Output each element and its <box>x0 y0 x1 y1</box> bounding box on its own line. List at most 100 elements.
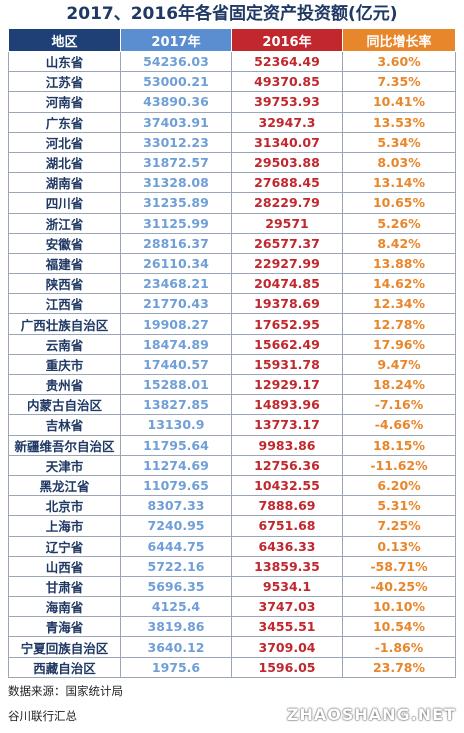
cell-growth: 13.14% <box>342 172 456 194</box>
cell-2016: 12756.36 <box>231 454 343 476</box>
cell-2016: 10432.55 <box>231 474 343 497</box>
cell-region: 黑龙江省 <box>8 474 121 497</box>
table-row: 宁夏回族自治区 3640.12 3709.04 -1.86% <box>8 636 456 658</box>
cell-2016: 15662.49 <box>231 333 343 355</box>
table-row: 重庆市 17440.57 15931.78 9.47% <box>8 353 456 376</box>
cell-region: 陕西省 <box>8 273 121 295</box>
table-row: 上海市 7240.95 6751.68 7.25% <box>8 515 456 537</box>
table-row: 广西壮族自治区 19908.27 17652.95 12.78% <box>8 313 456 335</box>
header-growth: 同比增长率 <box>342 28 456 52</box>
cell-growth: -11.62% <box>342 454 456 476</box>
cell-2016: 27688.45 <box>231 172 343 194</box>
cell-2016: 12929.17 <box>231 373 343 396</box>
table-row: 福建省 26110.34 22927.99 13.88% <box>8 252 456 275</box>
cell-2017: 8307.33 <box>120 495 232 517</box>
header-row: 地区 2017年 2016年 同比增长率 <box>8 28 456 52</box>
cell-2016: 9534.1 <box>231 575 343 598</box>
cell-2017: 18474.89 <box>120 333 232 355</box>
cell-2016: 19378.69 <box>231 293 343 315</box>
cell-growth: -7.16% <box>342 394 456 416</box>
cell-growth: 14.62% <box>342 273 456 295</box>
table-row: 山西省 5722.16 13859.35 -58.71% <box>8 555 456 577</box>
cell-2016: 52364.49 <box>231 50 343 73</box>
cell-region: 西藏自治区 <box>8 656 121 678</box>
cell-growth: 10.10% <box>342 596 456 618</box>
cell-growth: -1.86% <box>342 636 456 658</box>
cell-2016: 26577.37 <box>231 232 343 254</box>
table-row: 辽宁省 6444.75 6436.33 0.13% <box>8 535 456 557</box>
table-row: 黑龙江省 11079.65 10432.55 6.20% <box>8 474 456 497</box>
cell-2017: 31235.89 <box>120 192 232 214</box>
cell-region: 贵州省 <box>8 373 121 396</box>
cell-growth: 5.26% <box>342 212 456 234</box>
cell-2017: 11079.65 <box>120 474 232 497</box>
cell-2017: 31328.08 <box>120 172 232 194</box>
cell-growth: 8.03% <box>342 151 456 174</box>
table-row: 陕西省 23468.21 20474.85 14.62% <box>8 273 456 295</box>
table-row: 吉林省 13130.9 13773.17 -4.66% <box>8 414 456 436</box>
cell-region: 甘肃省 <box>8 575 121 598</box>
cell-2017: 7240.95 <box>120 515 232 537</box>
cell-2017: 53000.21 <box>120 71 232 93</box>
cell-2016: 9983.86 <box>231 434 343 456</box>
compiler-note: 谷川联行汇总 <box>8 709 77 723</box>
chart-title: 2017、2016年各省固定资产投资额(亿元) <box>66 4 398 24</box>
cell-2017: 37403.91 <box>120 111 232 133</box>
cell-2016: 15931.78 <box>231 353 343 376</box>
cell-2017: 21770.43 <box>120 293 232 315</box>
cell-region: 福建省 <box>8 252 121 275</box>
cell-2017: 6444.75 <box>120 535 232 557</box>
cell-region: 浙江省 <box>8 212 121 234</box>
cell-region: 广东省 <box>8 111 121 133</box>
cell-2017: 13827.85 <box>120 394 232 416</box>
cell-region: 安徽省 <box>8 232 121 254</box>
cell-2017: 31872.57 <box>120 151 232 174</box>
cell-growth: 3.60% <box>342 50 456 73</box>
cell-2016: 49370.85 <box>231 71 343 93</box>
cell-growth: 7.25% <box>342 515 456 537</box>
cell-growth: 17.96% <box>342 333 456 355</box>
cell-2017: 17440.57 <box>120 353 232 376</box>
header-2017: 2017年 <box>120 28 232 52</box>
table-row: 湖南省 31328.08 27688.45 13.14% <box>8 172 456 194</box>
cell-2016: 3709.04 <box>231 636 343 658</box>
cell-2017: 33012.23 <box>120 131 232 153</box>
cell-2016: 3747.03 <box>231 596 343 618</box>
watermark: ZHAOSHANG.NET <box>286 705 456 724</box>
cell-growth: 10.54% <box>342 616 456 638</box>
cell-2017: 5696.35 <box>120 575 232 598</box>
table-row: 河北省 33012.23 31340.07 5.34% <box>8 131 456 153</box>
cell-2016: 32947.3 <box>231 111 343 133</box>
cell-region: 北京市 <box>8 495 121 517</box>
table-row: 甘肃省 5696.35 9534.1 -40.25% <box>8 575 456 598</box>
cell-growth: 9.47% <box>342 353 456 376</box>
cell-region: 新疆维吾尔自治区 <box>8 434 121 456</box>
cell-2017: 1975.6 <box>120 656 232 678</box>
table-row: 河南省 43890.36 39753.93 10.41% <box>8 91 456 113</box>
cell-2017: 31125.99 <box>120 212 232 234</box>
cell-2017: 11274.69 <box>120 454 232 476</box>
cell-2017: 54236.03 <box>120 50 232 73</box>
cell-region: 重庆市 <box>8 353 121 376</box>
table-row: 内蒙古自治区 13827.85 14893.96 -7.16% <box>8 394 456 416</box>
cell-region: 辽宁省 <box>8 535 121 557</box>
table-body: 山东省 54236.03 52364.49 3.60% 江苏省 53000.21 49370… <box>8 50 456 678</box>
header-region: 地区 <box>8 28 121 52</box>
cell-growth: -58.71% <box>342 555 456 577</box>
cell-2017: 3819.86 <box>120 616 232 638</box>
table-row: 安徽省 28816.37 26577.37 8.42% <box>8 232 456 254</box>
cell-2017: 5722.16 <box>120 555 232 577</box>
cell-growth: 18.24% <box>342 373 456 396</box>
cell-2016: 39753.93 <box>231 91 343 113</box>
table-row: 浙江省 31125.99 29571 5.26% <box>8 212 456 234</box>
cell-growth: -40.25% <box>342 575 456 598</box>
table-row: 江西省 21770.43 19378.69 12.34% <box>8 293 456 315</box>
cell-region: 山西省 <box>8 555 121 577</box>
cell-growth: 13.88% <box>342 252 456 275</box>
cell-2017: 43890.36 <box>120 91 232 113</box>
table-row: 江苏省 53000.21 49370.85 7.35% <box>8 71 456 93</box>
cell-2017: 19908.27 <box>120 313 232 335</box>
cell-region: 江西省 <box>8 293 121 315</box>
cell-2016: 20474.85 <box>231 273 343 295</box>
table-row: 湖北省 31872.57 29503.88 8.03% <box>8 151 456 174</box>
